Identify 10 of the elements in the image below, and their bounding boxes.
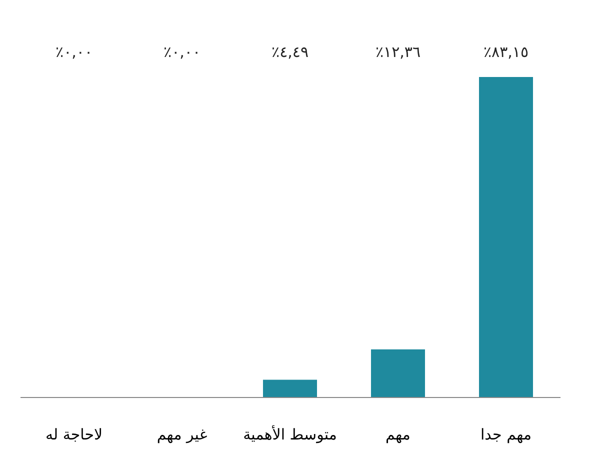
x-tick-label: متوسط الأهمية (243, 424, 337, 444)
x-tick-label: مهم (386, 426, 410, 444)
data-label: ٪١٢,٣٦ (375, 43, 421, 61)
data-label: ٪٠,٠٠ (55, 43, 93, 61)
x-tick-label: غير مهم (156, 426, 208, 444)
data-label: ٪٠,٠٠ (163, 43, 201, 61)
data-label: ٪٨٣,١٥ (483, 43, 529, 61)
data-label: ٪٤,٤٩ (271, 43, 309, 61)
x-tick-label: مهم جدا (480, 426, 532, 444)
x-tick-label: لاحاجة له (45, 426, 103, 444)
